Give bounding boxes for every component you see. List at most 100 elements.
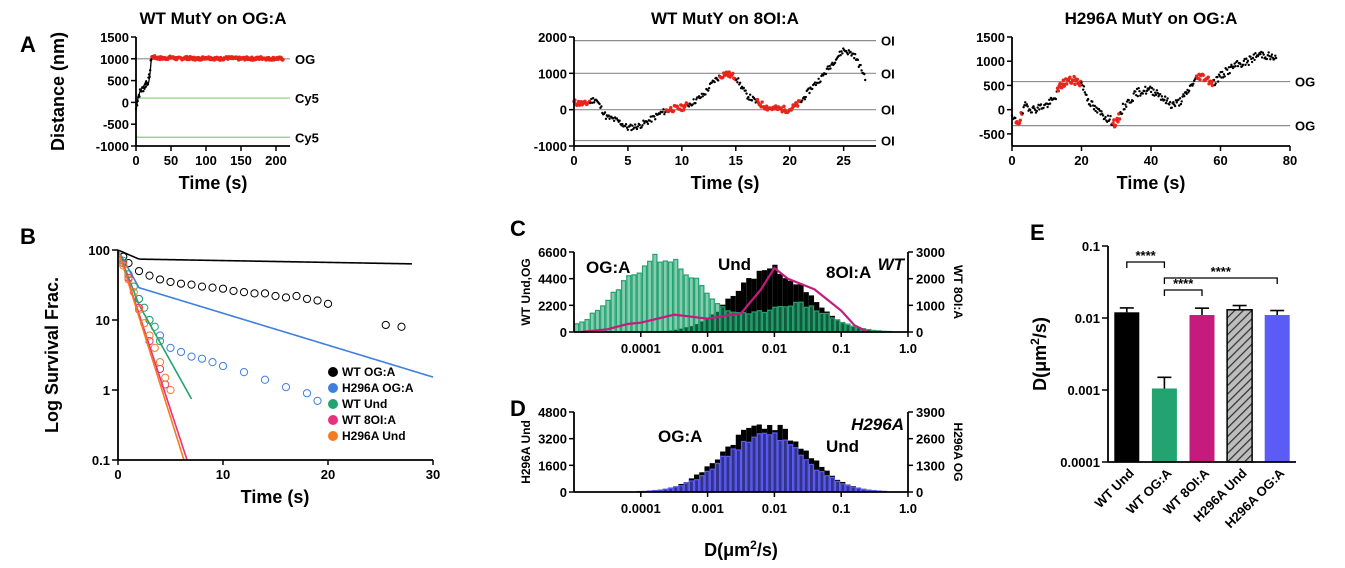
histogram-bar-open xyxy=(725,310,731,333)
x-tick-label: 5 xyxy=(624,153,631,168)
y-tick-label-right: 0 xyxy=(916,325,923,340)
data-point-red xyxy=(1206,75,1210,79)
data-point xyxy=(150,343,159,352)
data-point xyxy=(1252,53,1255,56)
data-point xyxy=(1048,102,1052,105)
bar xyxy=(1151,388,1177,462)
data-point-red xyxy=(1198,78,1202,82)
y-tick-label: 1600 xyxy=(538,458,567,473)
data-point xyxy=(1106,114,1110,117)
y-tick-label: 0.01 xyxy=(1075,311,1100,326)
data-point xyxy=(1230,63,1233,67)
data-point xyxy=(738,81,742,84)
histogram-bar-open xyxy=(657,261,663,333)
histogram-bar-open xyxy=(787,305,794,333)
data-point xyxy=(625,126,629,129)
data-point xyxy=(701,95,704,98)
data-point xyxy=(381,320,390,330)
data-point xyxy=(831,61,834,64)
legend-label: H296A Und xyxy=(342,429,406,443)
data-point-red xyxy=(1072,74,1076,79)
data-point xyxy=(650,120,653,123)
data-point-red xyxy=(281,57,285,62)
data-point xyxy=(649,115,652,118)
y-tick-label: 1 xyxy=(103,383,110,398)
data-point xyxy=(1154,91,1157,94)
histogram-bar-open xyxy=(600,305,606,333)
data-point xyxy=(748,93,752,96)
data-point xyxy=(814,83,818,87)
data-point xyxy=(663,113,666,116)
y-tick-label: 2200 xyxy=(538,298,567,313)
data-point xyxy=(1239,62,1242,66)
data-point xyxy=(140,303,149,312)
data-point xyxy=(624,122,628,126)
data-point xyxy=(1236,64,1240,68)
data-point xyxy=(1270,53,1274,56)
data-point xyxy=(1093,104,1096,108)
histogram-bar-open xyxy=(834,480,841,493)
data-point xyxy=(841,52,844,55)
data-point-red xyxy=(731,71,735,76)
data-point-red xyxy=(1068,75,1072,80)
data-point xyxy=(1166,97,1169,100)
data-point xyxy=(829,67,832,70)
x-axis-label: Time (s) xyxy=(1117,173,1186,193)
histogram-bar-open xyxy=(594,309,601,333)
data-point xyxy=(1145,89,1149,93)
data-point xyxy=(1082,85,1086,88)
data-point-red xyxy=(576,99,581,104)
data-point xyxy=(1083,91,1087,94)
x-tick-label: 200 xyxy=(265,153,287,168)
data-point xyxy=(1160,95,1164,98)
histogram-bar xyxy=(782,278,788,332)
x-axis-label: D(μm2/s) xyxy=(704,538,778,560)
data-point xyxy=(197,354,207,363)
data-point-red xyxy=(782,104,786,109)
histogram-bar-open xyxy=(709,298,715,333)
data-point xyxy=(145,331,154,340)
data-point xyxy=(1038,108,1041,111)
x-tick-label: 20 xyxy=(321,467,335,482)
y-axis-label: H296A Und xyxy=(519,420,533,484)
histogram-bar-open xyxy=(824,475,830,493)
y-tick-label: 500 xyxy=(983,78,1005,93)
data-point xyxy=(612,119,616,122)
data-point xyxy=(1150,86,1154,90)
data-point xyxy=(833,61,837,64)
data-point xyxy=(302,389,312,398)
reference-line-label: OI xyxy=(881,103,895,118)
data-point xyxy=(607,114,610,117)
significance-label: **** xyxy=(1173,276,1194,291)
y-tick-label: 0 xyxy=(122,95,129,110)
data-point xyxy=(1125,105,1128,108)
data-point xyxy=(621,122,624,126)
y-tick-label-right: 1300 xyxy=(916,458,945,473)
histogram-bar xyxy=(777,274,783,332)
data-point xyxy=(1094,109,1097,113)
data-point-red xyxy=(1017,121,1022,125)
y-tick-label: 0 xyxy=(560,325,567,340)
data-point xyxy=(1121,102,1125,106)
data-point xyxy=(590,97,593,101)
data-point xyxy=(187,352,196,361)
data-point-red xyxy=(669,106,673,110)
y-tick-label-right: 3900 xyxy=(916,405,945,420)
panel-label-e: E xyxy=(1030,220,1045,245)
bar xyxy=(1226,309,1253,463)
histogram-bar-open xyxy=(704,292,710,333)
chart-title: WT MutY on OG:A xyxy=(140,9,287,28)
legend-marker xyxy=(328,399,338,409)
data-point xyxy=(687,105,691,108)
significance-bracket xyxy=(1163,289,1203,296)
data-point xyxy=(699,96,703,99)
data-point-red xyxy=(1117,117,1122,121)
data-point xyxy=(646,122,650,126)
data-point xyxy=(119,261,128,270)
y-tick-label: 0.1 xyxy=(92,453,110,468)
trajectory-line xyxy=(135,57,153,111)
x-tick-label: 150 xyxy=(230,153,252,168)
data-point xyxy=(1164,101,1168,105)
data-point xyxy=(1212,78,1216,82)
data-point xyxy=(608,117,611,121)
